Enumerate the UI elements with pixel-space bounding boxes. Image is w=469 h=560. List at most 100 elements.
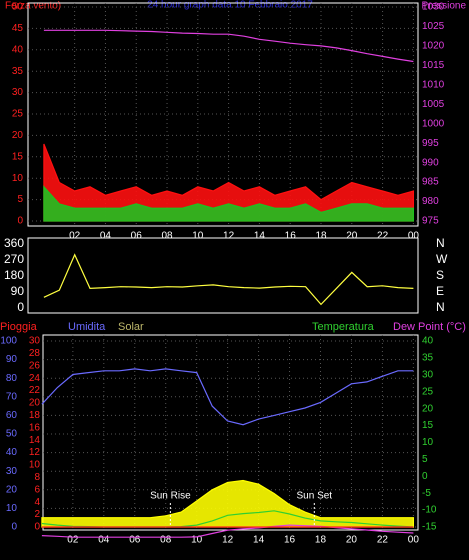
y-tick-label: 30 [6, 466, 18, 477]
y3-tick-label: 24 [29, 373, 41, 384]
x-tick-label: 16 [284, 535, 296, 546]
y3-tick-label: 28 [29, 348, 41, 359]
y3-tick-label: 20 [29, 398, 41, 409]
y2-tick-label: 1025 [422, 21, 445, 32]
y-tick-label: 50 [6, 429, 18, 440]
y3-tick-label: 22 [29, 385, 41, 396]
y2-tick-label: 25 [422, 386, 434, 397]
x-tick-label: 04 [98, 535, 110, 546]
y2-tick-label: 1015 [422, 60, 445, 71]
y2-tick-label: 35 [422, 353, 434, 364]
x-tick-label: 12 [222, 535, 234, 546]
series-line [41, 368, 414, 426]
plot-frame [27, 237, 419, 314]
annotation-text: Sun Set [297, 491, 333, 502]
x-tick-label: 00 [408, 231, 420, 242]
series-label: Umidita [68, 321, 106, 333]
y2-tick-label: 5 [422, 454, 428, 465]
y-tick-label: 80 [6, 373, 18, 384]
y2-tick-label: W [436, 252, 448, 266]
y2-tick-label: 980 [422, 196, 439, 207]
x-tick-label: 16 [285, 231, 297, 242]
y3-tick-label: 12 [29, 447, 41, 458]
y2-tick-label: -5 [422, 488, 431, 499]
y2-tick-label: 990 [422, 157, 439, 168]
x-tick-label: 06 [131, 231, 143, 242]
annotation-text: Sun Rise [150, 491, 191, 502]
x-tick-label: 22 [377, 231, 389, 242]
y-tick-label: 30 [12, 87, 24, 98]
y-tick-label: 60 [6, 410, 18, 421]
y2-tick-label: 975 [422, 216, 439, 227]
y3-tick-label: 18 [29, 410, 41, 421]
y2-tick-label: -10 [422, 505, 437, 516]
chart-title: 24 hour graph data 10 Febbraio 2017 [147, 0, 313, 11]
x-tick-label: 04 [100, 231, 112, 242]
y2-tick-label: 0 [422, 471, 428, 482]
y-tick-label: 40 [6, 447, 18, 458]
y2-tick-label: 995 [422, 138, 439, 149]
series-label: Dew Point (°C) [393, 321, 466, 333]
y3-tick-label: 6 [34, 484, 40, 495]
x-tick-label: 10 [191, 535, 203, 546]
y-tick-label: 0 [17, 300, 24, 314]
x-tick-label: 08 [160, 535, 172, 546]
y2-tick-label: N [436, 236, 445, 250]
y2-tick-label: -15 [422, 522, 437, 533]
y-tick-label: 25 [12, 109, 24, 120]
y2-tick-label: 1010 [422, 79, 445, 90]
series-label: Solar [118, 321, 144, 333]
x-tick-label: 20 [346, 535, 358, 546]
y2-tick-label: 1030 [422, 2, 445, 13]
y2-axis-label: Pressione [422, 1, 467, 12]
y2-tick-label: E [436, 284, 444, 298]
x-tick-label: 22 [377, 535, 389, 546]
series-area [43, 143, 414, 222]
y3-tick-label: 2 [34, 509, 40, 520]
y-tick-label: 15 [12, 151, 24, 162]
x-tick-label: 08 [161, 231, 173, 242]
series-label: Temperatura [312, 321, 375, 333]
x-tick-label: 02 [67, 535, 79, 546]
x-tick-label: 18 [315, 535, 327, 546]
y2-tick-label: 40 [422, 336, 434, 347]
y3-tick-label: 26 [29, 360, 41, 371]
series-area [41, 479, 414, 528]
y-tick-label: 10 [12, 173, 24, 184]
y2-tick-label: 1000 [422, 118, 445, 129]
y-axis-label: Forza vento) [5, 1, 61, 12]
y-tick-label: 270 [4, 252, 24, 266]
y3-tick-label: 4 [34, 497, 40, 508]
series-line [43, 253, 414, 306]
y-tick-label: 35 [12, 66, 24, 77]
x-tick-label: 06 [129, 535, 141, 546]
y3-tick-label: 0 [34, 522, 40, 533]
y-tick-label: 50 [12, 2, 24, 13]
x-tick-label: 10 [192, 231, 204, 242]
y-tick-label: 0 [11, 522, 17, 533]
y3-tick-label: 30 [29, 336, 41, 347]
y2-tick-label: 10 [422, 437, 434, 448]
y-tick-label: 45 [12, 23, 24, 34]
x-tick-label: 20 [346, 231, 358, 242]
y3-tick-label: 16 [29, 422, 41, 433]
y2-tick-label: N [436, 300, 445, 314]
y-tick-label: 40 [12, 44, 24, 55]
y3-tick-label: 10 [29, 460, 41, 471]
series-line [41, 524, 414, 538]
y2-tick-label: S [436, 268, 444, 282]
y-tick-label: 100 [0, 336, 17, 347]
series-line [43, 29, 414, 63]
x-tick-label: 14 [254, 231, 266, 242]
y2-tick-label: 30 [422, 369, 434, 380]
y-tick-label: 0 [17, 216, 23, 227]
y-tick-label: 20 [6, 484, 18, 495]
y-tick-label: 180 [4, 268, 24, 282]
y-tick-label: 5 [17, 194, 23, 205]
y-tick-label: 90 [6, 354, 18, 365]
x-tick-label: 18 [315, 231, 327, 242]
y2-tick-label: 985 [422, 177, 439, 188]
y3-tick-label: 14 [29, 435, 41, 446]
x-tick-label: 12 [223, 231, 235, 242]
